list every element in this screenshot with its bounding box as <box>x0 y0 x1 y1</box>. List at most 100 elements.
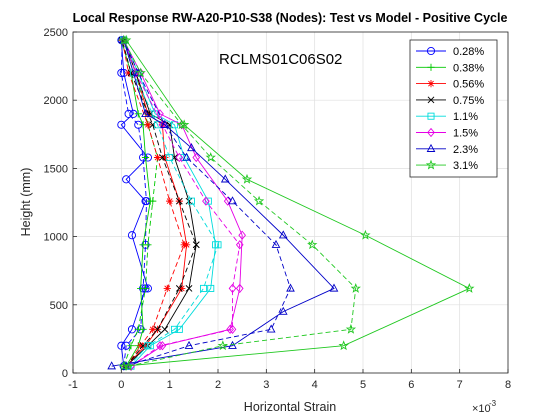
x-exponent: ×10 -3 <box>472 399 497 415</box>
data-point-model <box>202 196 210 206</box>
data-point-model <box>124 69 133 77</box>
data-point-model <box>166 153 174 161</box>
y-tick-label: 1000 <box>44 232 68 244</box>
legend-entry: 0.75% <box>416 95 484 107</box>
data-point-model <box>127 342 135 350</box>
data-point-test <box>141 153 150 162</box>
data-point-model <box>286 283 295 292</box>
data-point-model <box>137 342 145 350</box>
legend-entry: 2.3% <box>416 144 478 156</box>
legend-label: 0.56% <box>453 79 484 91</box>
data-point-test <box>178 284 186 293</box>
data-point-test <box>278 306 288 315</box>
data-point-model <box>175 152 184 163</box>
series-line-test <box>123 39 243 367</box>
data-point-test <box>226 324 234 335</box>
legend-label: 3.1% <box>453 160 478 172</box>
legend: 0.28% 0.38% 0.56% 0.75% 1.1% 1.5% 2.3% 3.1% <box>409 39 498 178</box>
data-point-test <box>122 175 131 184</box>
legend-label: 0.75% <box>453 95 484 107</box>
series-0.75% <box>118 36 200 370</box>
x-tick-label: 2 <box>215 379 221 391</box>
x-tick-label: -1 <box>68 379 78 391</box>
series-line-test <box>120 40 149 367</box>
data-point-model <box>124 109 133 118</box>
legend-marker <box>427 127 435 138</box>
data-point-test <box>137 284 145 293</box>
y-tick-label: 2500 <box>44 27 68 39</box>
data-point-test <box>185 285 193 292</box>
series-line-model <box>121 40 197 367</box>
data-point-test <box>141 342 150 350</box>
legend-label: 1.1% <box>453 111 478 123</box>
legend-label: 0.38% <box>453 62 484 74</box>
y-tick-label: 2000 <box>44 95 68 107</box>
series-line-model <box>123 39 291 367</box>
data-point-test <box>139 241 147 249</box>
data-point-test <box>175 325 183 333</box>
data-point-test <box>464 282 475 293</box>
series-3.1% <box>118 34 475 371</box>
data-point-test <box>161 153 169 162</box>
data-point-model <box>184 340 194 349</box>
data-point-model <box>205 152 216 162</box>
legend-entry: 0.56% <box>416 79 484 91</box>
legend-marker <box>425 159 437 170</box>
legend-marker <box>426 46 436 56</box>
data-point-model <box>182 152 191 161</box>
data-point-model <box>345 323 357 334</box>
x-tick-label: 4 <box>312 379 318 391</box>
data-point-model <box>166 197 174 205</box>
data-point-model <box>228 283 237 294</box>
x-tick-label: 1 <box>167 379 173 391</box>
legend-entry: 0.28% <box>416 46 484 58</box>
data-point-test <box>223 196 232 206</box>
data-point-model <box>159 154 166 161</box>
data-point-test <box>241 173 253 184</box>
data-point-test <box>192 152 201 163</box>
x-tick-label: 5 <box>360 379 366 391</box>
data-point-test <box>235 283 244 294</box>
series-line-model <box>123 40 219 367</box>
data-point-test <box>134 110 142 118</box>
data-point-test <box>192 241 200 249</box>
x-exponent-power: -3 <box>489 399 497 408</box>
x-tick-label: 8 <box>505 379 511 391</box>
data-point-model <box>175 197 183 205</box>
x-tick-label: 3 <box>263 379 269 391</box>
data-point-test <box>185 197 193 205</box>
data-point-model <box>149 325 157 333</box>
data-point-test <box>146 342 154 350</box>
data-point-test <box>127 231 137 240</box>
x-tick-label: 6 <box>408 379 414 391</box>
y-tick-label: 0 <box>62 368 68 380</box>
series-line-test <box>123 39 217 367</box>
data-point-model <box>307 239 318 250</box>
legend-entry: 1.5% <box>416 128 478 140</box>
x-tick-label: 0 <box>118 379 124 391</box>
data-point-model <box>271 239 281 248</box>
legend-box <box>409 39 498 178</box>
data-point-test <box>329 283 339 292</box>
legend-marker <box>427 80 435 88</box>
y-tick-label: 500 <box>50 300 68 312</box>
data-point-test <box>179 119 190 130</box>
data-point-model <box>199 284 208 292</box>
data-point-model <box>154 121 162 129</box>
data-point-test <box>160 119 170 128</box>
legend-marker <box>427 63 435 71</box>
data-point-test <box>238 230 246 240</box>
data-point-test <box>182 241 191 249</box>
data-point-test <box>141 108 150 117</box>
series-line-test <box>111 40 335 367</box>
data-point-model <box>153 153 162 162</box>
data-point-test <box>120 34 132 45</box>
plot-frame <box>72 31 509 374</box>
data-point-test <box>170 121 179 129</box>
data-point-model <box>135 67 146 78</box>
data-point-test <box>187 143 196 152</box>
data-point-model <box>117 68 126 77</box>
legend-label: 1.5% <box>453 128 478 140</box>
legend-marker <box>426 143 436 152</box>
